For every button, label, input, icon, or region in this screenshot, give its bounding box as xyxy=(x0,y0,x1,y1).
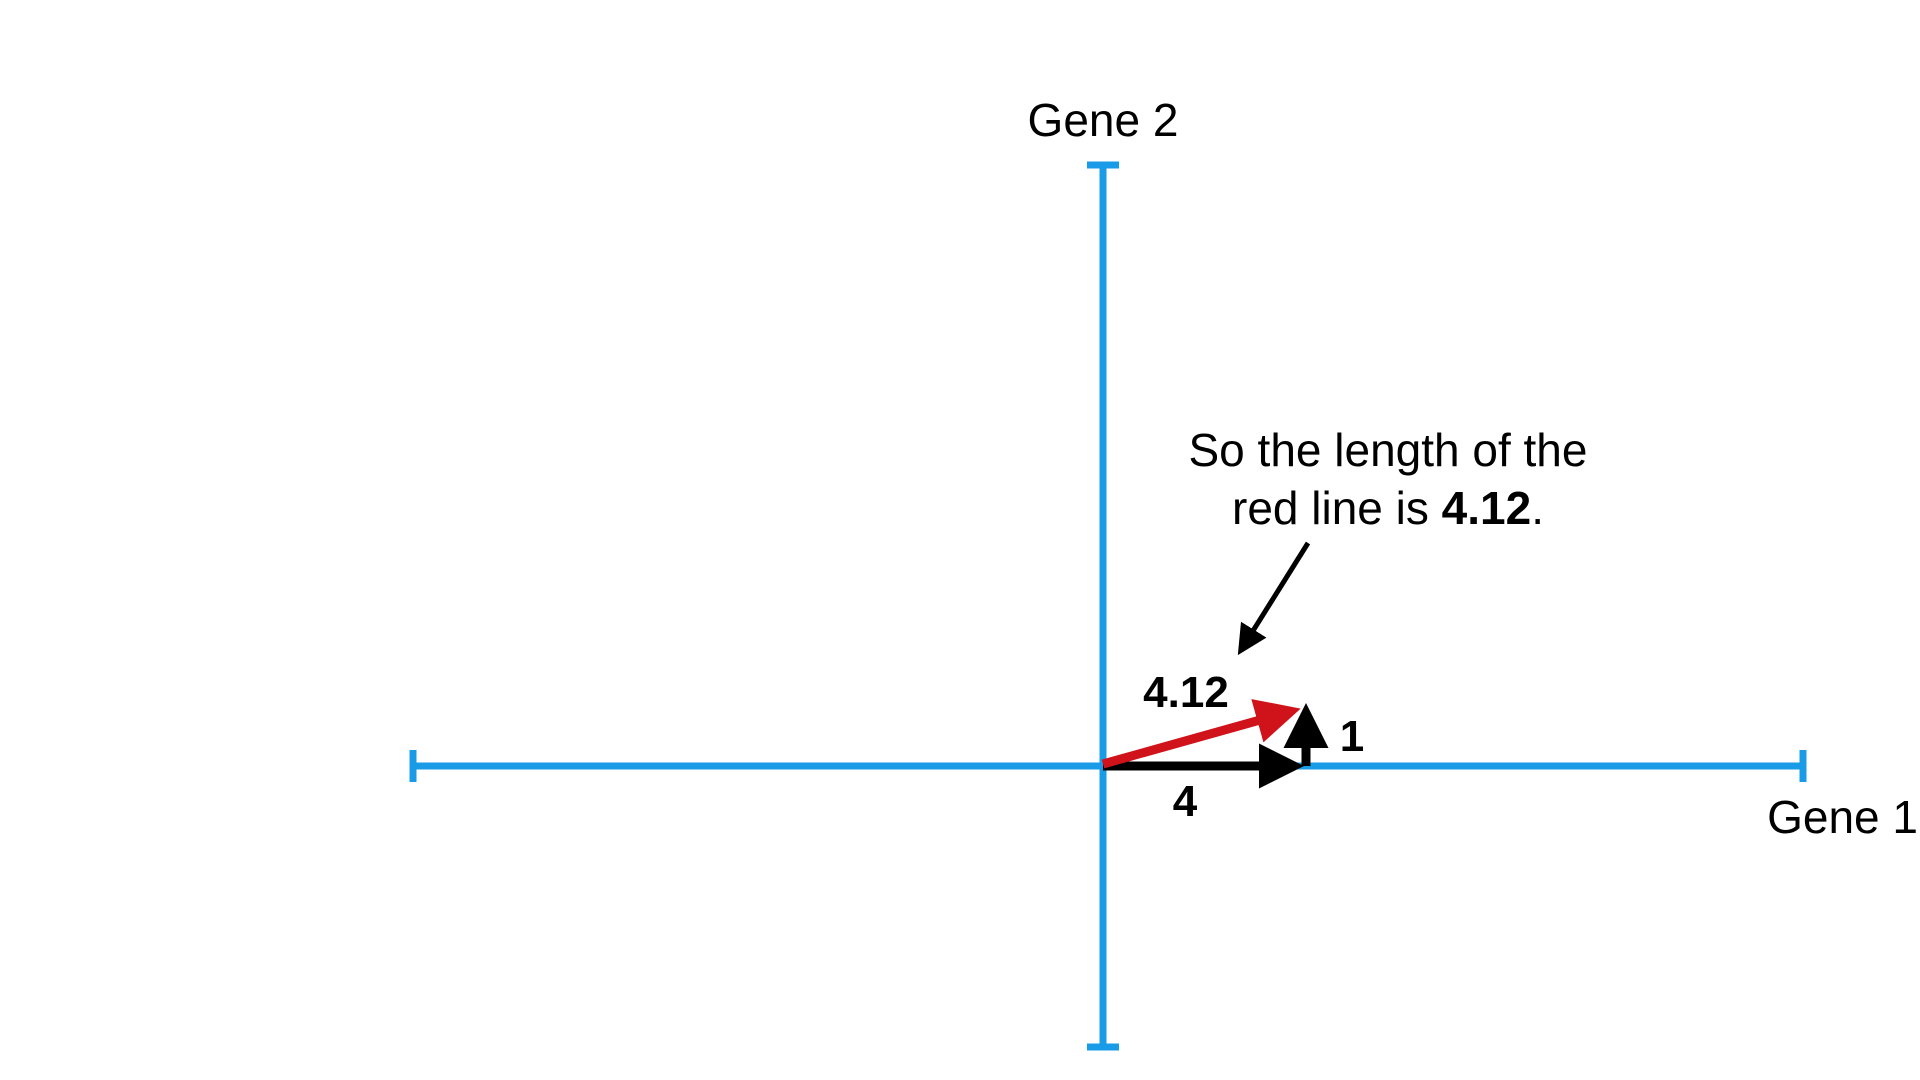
horizontal-leg-label: 4 xyxy=(1173,777,1198,826)
annotation-line-2-prefix: red line is xyxy=(1232,482,1442,534)
y-axis-label: Gene 2 xyxy=(1028,94,1179,146)
annotation-line-2-suffix: . xyxy=(1531,482,1544,534)
x-axis-label: Gene 1 xyxy=(1767,791,1918,843)
annotation-line-2: red line is 4.12. xyxy=(1232,482,1544,534)
hypotenuse-length-label: 4.12 xyxy=(1143,668,1229,717)
hypotenuse-arrow xyxy=(1101,699,1301,769)
annotation-line-1: So the length of the xyxy=(1189,424,1588,476)
annotation-value: 4.12 xyxy=(1442,482,1532,534)
vertical-leg-label: 1 xyxy=(1340,712,1364,761)
annotation-pointer-arrow xyxy=(1237,541,1311,656)
vector-group xyxy=(1101,699,1329,789)
y-axis xyxy=(1087,161,1119,1051)
